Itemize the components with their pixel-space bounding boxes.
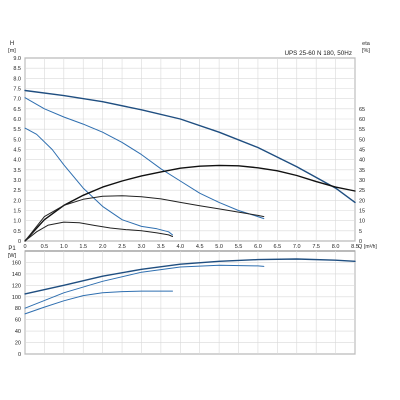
- flow-axis-label: Q: [358, 244, 363, 250]
- flow-tick-label: 4.0: [176, 244, 184, 250]
- efficiency-tick-label: 15: [359, 209, 365, 215]
- flow-tick-label: 6.0: [254, 244, 262, 250]
- efficiency-tick-label: 20: [359, 198, 365, 204]
- flow-tick-label: 2.0: [99, 244, 107, 250]
- power-axis-unit: [W]: [8, 253, 17, 259]
- head-tick-label: 3.5: [13, 168, 21, 174]
- flow-tick-label: 7.5: [312, 244, 320, 250]
- flow-tick-label: 7.0: [293, 244, 301, 250]
- power-tick-labels: 0 20 40 60 80 100 120 140 160: [12, 260, 21, 358]
- head-tick-label: 6.5: [13, 107, 21, 113]
- chart-title: UPS 25-60 N 180, 50Hz: [284, 50, 352, 57]
- head-tick-label: 7.5: [13, 87, 21, 93]
- flow-tick-label: 2.5: [118, 244, 126, 250]
- head-tick-label: 8.5: [13, 66, 21, 72]
- efficiency-tick-label: 60: [359, 117, 365, 123]
- head-tick-label: 5.5: [13, 127, 21, 133]
- efficiency-tick-label: 10: [359, 219, 365, 225]
- head-axis-unit: [m]: [8, 48, 16, 54]
- flow-tick-label: 8.0: [332, 244, 340, 250]
- power-panel: 0 20 40 60 80 100 120 140 160 P1 [W]: [8, 246, 356, 358]
- bottom-series: [24, 258, 356, 315]
- efficiency-tick-labels: 0 5 10 15 20 25 30 35 40 45 50 55 60 65: [359, 107, 365, 245]
- efficiency-axis-unit: [%]: [362, 48, 370, 54]
- head-tick-label: 4.5: [13, 148, 21, 154]
- power-curve: [24, 290, 173, 315]
- efficiency-curve: [24, 195, 265, 242]
- power-tick-label: 140: [12, 272, 21, 278]
- power-tick-label: 40: [15, 329, 21, 335]
- flow-tick-label: 1.0: [60, 244, 68, 250]
- efficiency-tick-label: 25: [359, 188, 365, 194]
- head-tick-label: 1.0: [13, 219, 21, 225]
- flow-tick-label: 3.5: [157, 244, 165, 250]
- power-tick-label: 20: [15, 341, 21, 347]
- power-tick-label: 120: [12, 283, 21, 289]
- power-curve: [24, 258, 356, 295]
- efficiency-curve: [24, 164, 356, 242]
- head-curve: [24, 89, 356, 204]
- efficiency-tick-label: 5: [359, 229, 362, 235]
- efficiency-curve: [24, 221, 173, 242]
- efficiency-tick-label: 65: [359, 107, 365, 113]
- power-tick-label: 80: [15, 306, 21, 312]
- efficiency-tick-label: 55: [359, 127, 365, 133]
- power-axis-label: P1: [8, 246, 16, 252]
- head-tick-label: 2.0: [13, 198, 21, 204]
- efficiency-tick-label: 45: [359, 148, 365, 154]
- head-tick-label: 5.0: [13, 137, 21, 143]
- bottom-grid: [24, 251, 356, 355]
- head-tick-label: 3.0: [13, 178, 21, 184]
- top-grid: [24, 57, 356, 242]
- top-series: [24, 89, 356, 242]
- head-tick-label: 0: [18, 239, 21, 245]
- flow-tick-label: 4.5: [196, 244, 204, 250]
- head-tick-label: 9.0: [13, 56, 21, 62]
- flow-tick-label: 5.0: [215, 244, 223, 250]
- flow-tick-label: 3.0: [138, 244, 146, 250]
- head-tick-label: 2.5: [13, 188, 21, 194]
- efficiency-axis-label: eta: [362, 41, 371, 47]
- flow-tick-label: 6.5: [274, 244, 282, 250]
- head-tick-label: 4.0: [13, 158, 21, 164]
- efficiency-tick-label: 50: [359, 137, 365, 143]
- power-tick-label: 60: [15, 318, 21, 324]
- efficiency-tick-label: 35: [359, 168, 365, 174]
- head-tick-labels: 0 0.5 1.0 1.5 2.0 2.5 3.0 3.5 4.0 4.5 5.0 5.5 6.0 6.5…: [13, 56, 21, 245]
- efficiency-tick-label: 40: [359, 158, 365, 164]
- head-curve: [24, 97, 265, 220]
- head-tick-label: 7.0: [13, 97, 21, 103]
- power-curve: [24, 264, 265, 309]
- flow-tick-label: 1.5: [79, 244, 87, 250]
- power-tick-label: 100: [12, 295, 21, 301]
- head-curve: [24, 127, 173, 236]
- head-tick-label: 1.5: [13, 209, 21, 215]
- flow-tick-label: 0.5: [41, 244, 49, 250]
- head-tick-label: 8.0: [13, 76, 21, 82]
- head-efficiency-panel: 0 0.5 1.0 1.5 2.0 2.5 3.0 3.5 4.0 4.5 5.0 5.5 6.0 6.5…: [8, 41, 377, 250]
- flow-axis-unit: [m³/h]: [364, 244, 377, 250]
- efficiency-tick-label: 0: [359, 239, 362, 245]
- flow-tick-label: 5.5: [235, 244, 243, 250]
- head-tick-label: 0.5: [13, 229, 21, 235]
- power-tick-label: 160: [12, 260, 21, 266]
- flow-tick-labels: 0 0.5 1.0 1.5 2.0 2.5 3.0 3.5 4.0 4.5 5.0 5.5 6.0 6.5…: [23, 244, 358, 250]
- efficiency-tick-label: 30: [359, 178, 365, 184]
- head-tick-label: 6.0: [13, 117, 21, 123]
- power-tick-label: 0: [18, 352, 21, 358]
- flow-tick-label: 0: [23, 244, 26, 250]
- head-axis-label: H: [10, 41, 14, 47]
- flow-tick-label: 8.5: [351, 244, 359, 250]
